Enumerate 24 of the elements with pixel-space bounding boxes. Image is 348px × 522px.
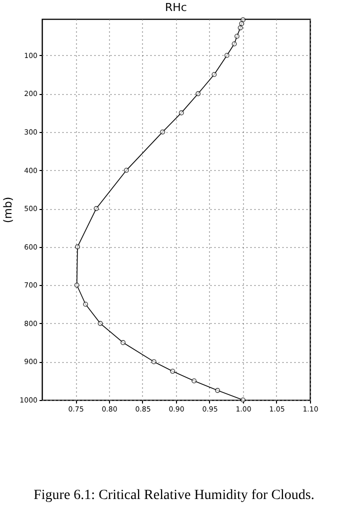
point [178,110,184,116]
point [151,359,156,364]
y-axis-title: (mb) [2,196,15,224]
chart-title: RHc [165,1,187,14]
point [94,206,99,212]
caption: Figure 6.1: Critical Relative Humidity for Clouds. [32,488,316,504]
point [98,320,103,326]
point [74,282,80,288]
point [240,17,246,22]
point [160,129,166,134]
point [215,388,220,393]
point [120,340,126,346]
point [238,25,243,30]
point [239,21,244,26]
point [232,41,237,46]
point [212,72,217,78]
point [83,302,88,307]
point [124,168,129,173]
point [170,368,176,374]
point [192,378,197,384]
point [74,244,80,250]
point [234,34,240,39]
point [224,52,230,58]
point [196,91,201,96]
